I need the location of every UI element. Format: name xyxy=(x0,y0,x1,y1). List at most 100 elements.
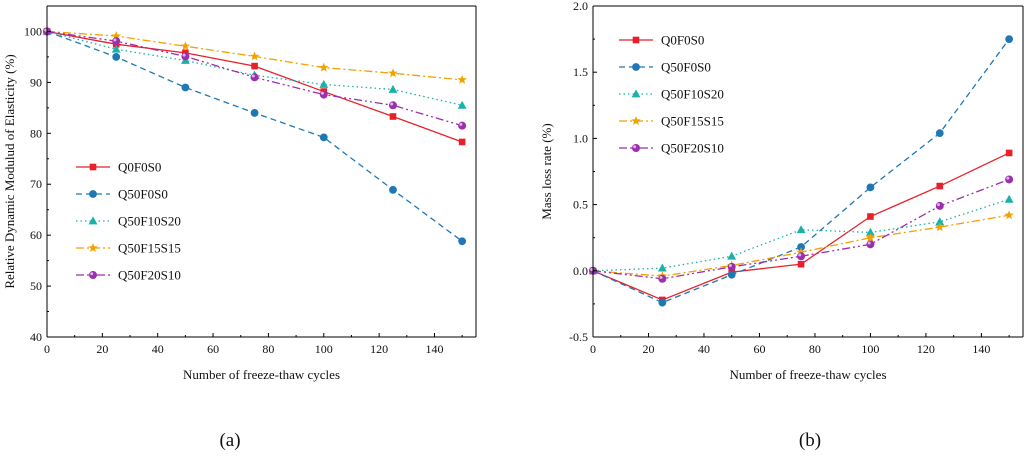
data-point-q50f20s10-6-highlight xyxy=(1006,176,1010,180)
data-point-q50f0s0-1 xyxy=(112,53,121,61)
y-tick-label: 100 xyxy=(24,24,42,38)
data-point-q50f20s10-1-body xyxy=(658,274,667,283)
data-point-q50f20s10-6-body xyxy=(1005,175,1014,184)
legend-marker-q50f15s15 xyxy=(88,243,98,253)
data-point-q50f15s15-5 xyxy=(388,68,398,78)
legend-label: Q50F0S0 xyxy=(118,187,168,202)
legend-marker-q50f0s0 xyxy=(89,190,97,198)
data-point-q50f10s20-4 xyxy=(319,79,329,88)
data-point-q0f0s0-3 xyxy=(797,260,805,268)
data-point-q50f15s15-1 xyxy=(111,31,121,41)
data-point-q50f20s10-2-body xyxy=(181,52,190,61)
panel-caption: (a) xyxy=(219,430,240,451)
data-point-q50f20s10-4-body xyxy=(866,240,875,249)
y-axis-title: Mass loss rate (%) xyxy=(539,123,554,219)
data-point-q50f15s15-3 xyxy=(796,247,806,257)
legend-marker-q50f10s20 xyxy=(631,89,641,98)
legend-marker-q50f20s10-body xyxy=(632,144,640,152)
data-point-q0f0s0-4 xyxy=(867,213,874,220)
legend-label: Q0F0S0 xyxy=(661,33,704,48)
data-point-q50f20s10-3-highlight xyxy=(251,74,255,78)
chart-a: 0 20 40 60 80 100 120 140 40 50 60 70 80 90 100 Number … xyxy=(2,5,477,451)
data-point-q0f0s0-5 xyxy=(936,182,944,190)
data-point-q50f0s0-4 xyxy=(319,133,328,142)
x-tick-label: 80 xyxy=(262,342,274,356)
legend-marker-q50f15s15 xyxy=(631,116,641,126)
data-point-q50f0s0-3 xyxy=(797,243,805,251)
data-point-q50f20s10-6 xyxy=(458,121,467,130)
x-tick-label: 40 xyxy=(698,342,710,356)
y-tick-label: 80 xyxy=(30,126,42,140)
data-point-q50f10s20-6 xyxy=(457,100,467,109)
data-point-q50f20s10-3-body xyxy=(797,252,806,261)
legend: Q0F0S0 Q50F0S0 Q50F10S20 Q50F15S15 Q50F20S10 xyxy=(76,160,181,283)
x-tick-label: 60 xyxy=(207,342,219,356)
x-tick-label: 0 xyxy=(44,342,50,356)
x-tick-label: 140 xyxy=(425,342,443,356)
x-axis-title: Number of freeze-thaw cycles xyxy=(730,367,887,382)
data-point-q50f20s10-1-highlight xyxy=(113,38,117,42)
data-point-q50f15s15-3 xyxy=(249,51,260,61)
y-tick-label: 60 xyxy=(30,228,42,242)
data-point-q50f20s10-2 xyxy=(181,52,190,61)
data-point-q50f10s20-5 xyxy=(388,84,398,93)
data-point-q50f20s10-5 xyxy=(388,101,397,110)
x-tick-label: 20 xyxy=(96,342,108,356)
legend-marker-q50f0s0 xyxy=(632,63,640,71)
legend-marker-q50f20s10-highlight xyxy=(633,145,637,149)
data-point-q50f15s15-4 xyxy=(865,232,876,242)
data-point-q50f20s10-4 xyxy=(866,240,875,249)
data-point-q50f20s10-3 xyxy=(250,73,259,82)
legend: Q0F0S0 Q50F0S0 Q50F10S20 Q50F15S15 Q50F20S10 xyxy=(619,33,724,156)
data-point-q50f0s0-5 xyxy=(935,129,944,138)
x-tick-label: 100 xyxy=(315,342,333,356)
y-tick-label: 40 xyxy=(30,330,42,344)
data-point-q50f0s0-6 xyxy=(1005,35,1014,43)
x-tick-label: 80 xyxy=(809,342,821,356)
data-point-q50f10s20-3 xyxy=(796,225,806,234)
data-point-q50f15s15-4 xyxy=(319,62,329,72)
x-tick-label: 140 xyxy=(972,342,990,356)
data-point-q50f20s10-4-body xyxy=(319,90,328,99)
y-tick-label: 50 xyxy=(30,279,42,293)
data-point-q50f15s15-5 xyxy=(935,222,945,232)
data-point-q50f20s10-4 xyxy=(319,90,328,99)
data-point-q50f10s20-4 xyxy=(866,227,875,236)
data-point-q50f10s20-5 xyxy=(935,217,945,226)
y-tick-label: 0.5 xyxy=(573,198,588,212)
data-point-q50f20s10-4-highlight xyxy=(867,241,871,245)
legend-label: Q50F0S0 xyxy=(661,60,711,75)
data-point-q0f0s0-6 xyxy=(458,138,466,146)
data-point-q50f0s0-2 xyxy=(727,270,736,279)
x-tick-label: 60 xyxy=(753,342,765,356)
legend-label: Q50F10S20 xyxy=(118,214,181,229)
data-point-q50f20s10-1-body xyxy=(112,37,121,46)
y-axis-title: Relative Dynamic Modulud of Elasticity (… xyxy=(2,54,17,288)
data-point-q50f20s10-1-highlight xyxy=(659,275,663,279)
data-point-q50f15s15-6 xyxy=(457,74,467,84)
y-tick-label: 1.5 xyxy=(573,65,588,79)
data-point-q50f20s10-1 xyxy=(112,37,121,46)
data-point-q50f20s10-3-body xyxy=(250,73,259,82)
legend-label: Q50F15S15 xyxy=(661,114,724,129)
data-point-q50f20s10-6-body xyxy=(458,121,467,130)
data-point-q50f0s0-1 xyxy=(658,298,667,307)
data-point-q50f20s10-6 xyxy=(1005,175,1014,184)
data-point-q50f20s10-3 xyxy=(797,252,806,261)
data-point-q50f20s10-2-body xyxy=(727,262,736,271)
x-axis-title: Number of freeze-thaw cycles xyxy=(183,367,340,382)
legend-marker-q50f20s10-highlight xyxy=(90,272,94,276)
data-point-q50f0s0-6 xyxy=(458,237,467,246)
y-tick-label: 1.0 xyxy=(573,131,588,145)
data-point-q50f20s10-0-highlight xyxy=(590,268,594,271)
legend-label: Q50F15S15 xyxy=(118,241,181,256)
legend-label: Q0F0S0 xyxy=(118,160,161,175)
x-tick-label: 100 xyxy=(861,342,879,356)
data-point-q50f20s10-3-highlight xyxy=(798,253,802,257)
data-point-q50f20s10-5-body xyxy=(935,201,944,210)
data-point-q50f20s10-2-highlight xyxy=(182,53,186,57)
chart-b: 0 20 40 60 80 100 120 140 -0.5 0.0 0.5 1.0 1.5 2.0 Num… xyxy=(539,0,1024,451)
data-point-q50f10s20-1 xyxy=(111,44,121,53)
data-point-q50f0s0-4 xyxy=(866,183,875,192)
